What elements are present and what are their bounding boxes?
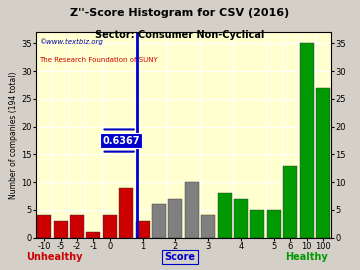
Bar [251, 210, 264, 238]
Text: Unhealthy: Unhealthy [26, 252, 82, 262]
Bar [185, 182, 199, 238]
Text: The Research Foundation of SUNY: The Research Foundation of SUNY [39, 57, 158, 63]
Text: Score: Score [165, 252, 195, 262]
Bar [201, 215, 215, 238]
Text: Z''-Score Histogram for CSV (2016): Z''-Score Histogram for CSV (2016) [70, 8, 290, 18]
Bar [152, 204, 166, 238]
Bar [70, 215, 84, 238]
Bar [283, 166, 297, 238]
Bar [316, 88, 330, 238]
Text: Healthy: Healthy [285, 252, 327, 262]
Bar [37, 215, 51, 238]
Bar [267, 210, 281, 238]
Bar [168, 199, 183, 238]
Bar [119, 188, 133, 238]
Text: ©www.textbiz.org: ©www.textbiz.org [39, 39, 103, 45]
Bar [234, 199, 248, 238]
Bar [103, 215, 117, 238]
Text: 0.6367: 0.6367 [103, 136, 140, 146]
Bar [300, 43, 314, 238]
Bar [136, 221, 149, 238]
Text: Sector: Consumer Non-Cyclical: Sector: Consumer Non-Cyclical [95, 30, 265, 40]
Bar [218, 193, 231, 238]
Y-axis label: Number of companies (194 total): Number of companies (194 total) [9, 71, 18, 199]
Bar [86, 232, 100, 238]
Bar [54, 221, 68, 238]
